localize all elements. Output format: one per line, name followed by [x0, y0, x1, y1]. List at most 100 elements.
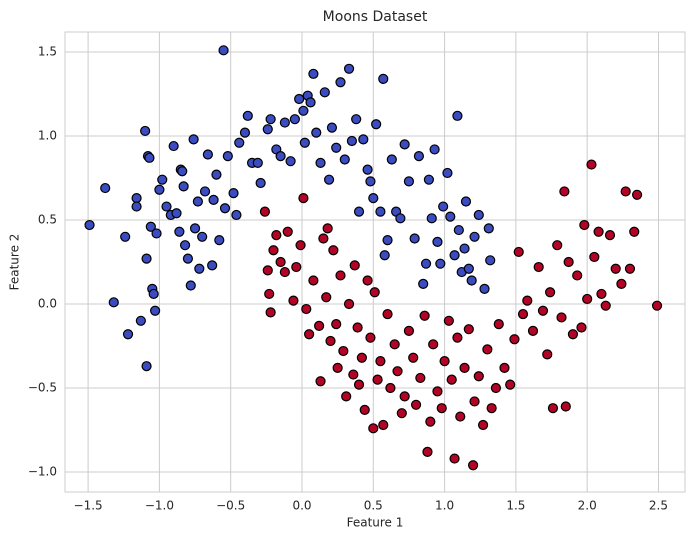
- x-tick-label: 0.0: [292, 499, 311, 513]
- point: [182, 253, 194, 264]
- point: [547, 403, 559, 414]
- point: [446, 374, 457, 385]
- x-tick-label: 1.5: [506, 499, 525, 513]
- point: [392, 366, 403, 377]
- point: [319, 87, 330, 98]
- point: [343, 63, 355, 74]
- point: [473, 209, 484, 221]
- point: [242, 110, 253, 121]
- point: [141, 361, 152, 372]
- y-tick-label: 0.5: [38, 212, 57, 226]
- point: [144, 152, 155, 163]
- point: [171, 208, 182, 219]
- point: [479, 283, 490, 294]
- point: [255, 177, 266, 189]
- point: [348, 369, 359, 380]
- point: [452, 110, 463, 121]
- point: [420, 258, 432, 269]
- point: [593, 226, 604, 237]
- point: [308, 275, 319, 286]
- point: [264, 288, 275, 300]
- point: [288, 295, 299, 306]
- point: [589, 251, 600, 263]
- point: [268, 245, 279, 256]
- point: [616, 278, 627, 289]
- point: [265, 307, 276, 318]
- point: [365, 332, 376, 343]
- point: [419, 310, 430, 321]
- point: [513, 246, 524, 258]
- point: [600, 300, 611, 311]
- point: [449, 453, 460, 464]
- point: [218, 45, 229, 56]
- point: [262, 124, 273, 135]
- point: [485, 255, 496, 266]
- point: [572, 270, 583, 281]
- x-tick-label: −1.0: [145, 499, 174, 513]
- point: [185, 280, 196, 291]
- point: [399, 391, 410, 402]
- x-tick-label: −0.5: [216, 499, 245, 513]
- point: [365, 176, 376, 187]
- point: [435, 258, 446, 269]
- point: [308, 68, 319, 79]
- point: [362, 164, 373, 175]
- point: [151, 228, 162, 239]
- point: [275, 151, 286, 162]
- point: [459, 243, 470, 254]
- point: [335, 270, 346, 281]
- point: [410, 399, 422, 410]
- point: [100, 182, 111, 194]
- point: [651, 300, 663, 311]
- point: [331, 319, 342, 330]
- point: [262, 265, 273, 276]
- point: [386, 154, 397, 165]
- point: [399, 139, 410, 150]
- point: [131, 201, 142, 212]
- point: [620, 186, 631, 197]
- point: [315, 376, 326, 387]
- point: [428, 339, 439, 350]
- point: [369, 287, 380, 298]
- point: [279, 266, 290, 278]
- point: [379, 250, 390, 261]
- point: [207, 260, 218, 271]
- point: [522, 295, 533, 306]
- point: [108, 297, 119, 308]
- point: [432, 386, 443, 397]
- point: [211, 169, 222, 180]
- point: [466, 275, 477, 286]
- point: [576, 322, 587, 333]
- point: [168, 140, 179, 152]
- point: [418, 278, 429, 289]
- point: [389, 339, 400, 350]
- point: [425, 416, 436, 427]
- point: [415, 372, 426, 384]
- y-tick-label: −1.0: [28, 465, 57, 479]
- point: [586, 159, 597, 170]
- point: [483, 223, 494, 234]
- point: [533, 261, 544, 273]
- x-axis-label: Feature 1: [347, 516, 404, 530]
- point: [351, 114, 362, 125]
- point: [346, 135, 357, 147]
- point: [460, 196, 472, 207]
- point: [291, 261, 302, 273]
- point: [192, 196, 203, 207]
- point: [375, 356, 386, 367]
- point: [582, 293, 593, 305]
- point: [445, 211, 456, 222]
- point: [178, 181, 189, 192]
- point: [527, 325, 539, 336]
- point: [214, 235, 225, 246]
- point: [208, 194, 219, 205]
- point: [403, 325, 415, 336]
- point: [408, 352, 419, 363]
- point: [202, 149, 213, 160]
- y-tick-label: 1.5: [38, 44, 57, 58]
- point: [150, 305, 161, 316]
- point: [579, 219, 590, 231]
- point: [318, 233, 329, 244]
- point: [362, 275, 373, 286]
- point: [305, 97, 316, 108]
